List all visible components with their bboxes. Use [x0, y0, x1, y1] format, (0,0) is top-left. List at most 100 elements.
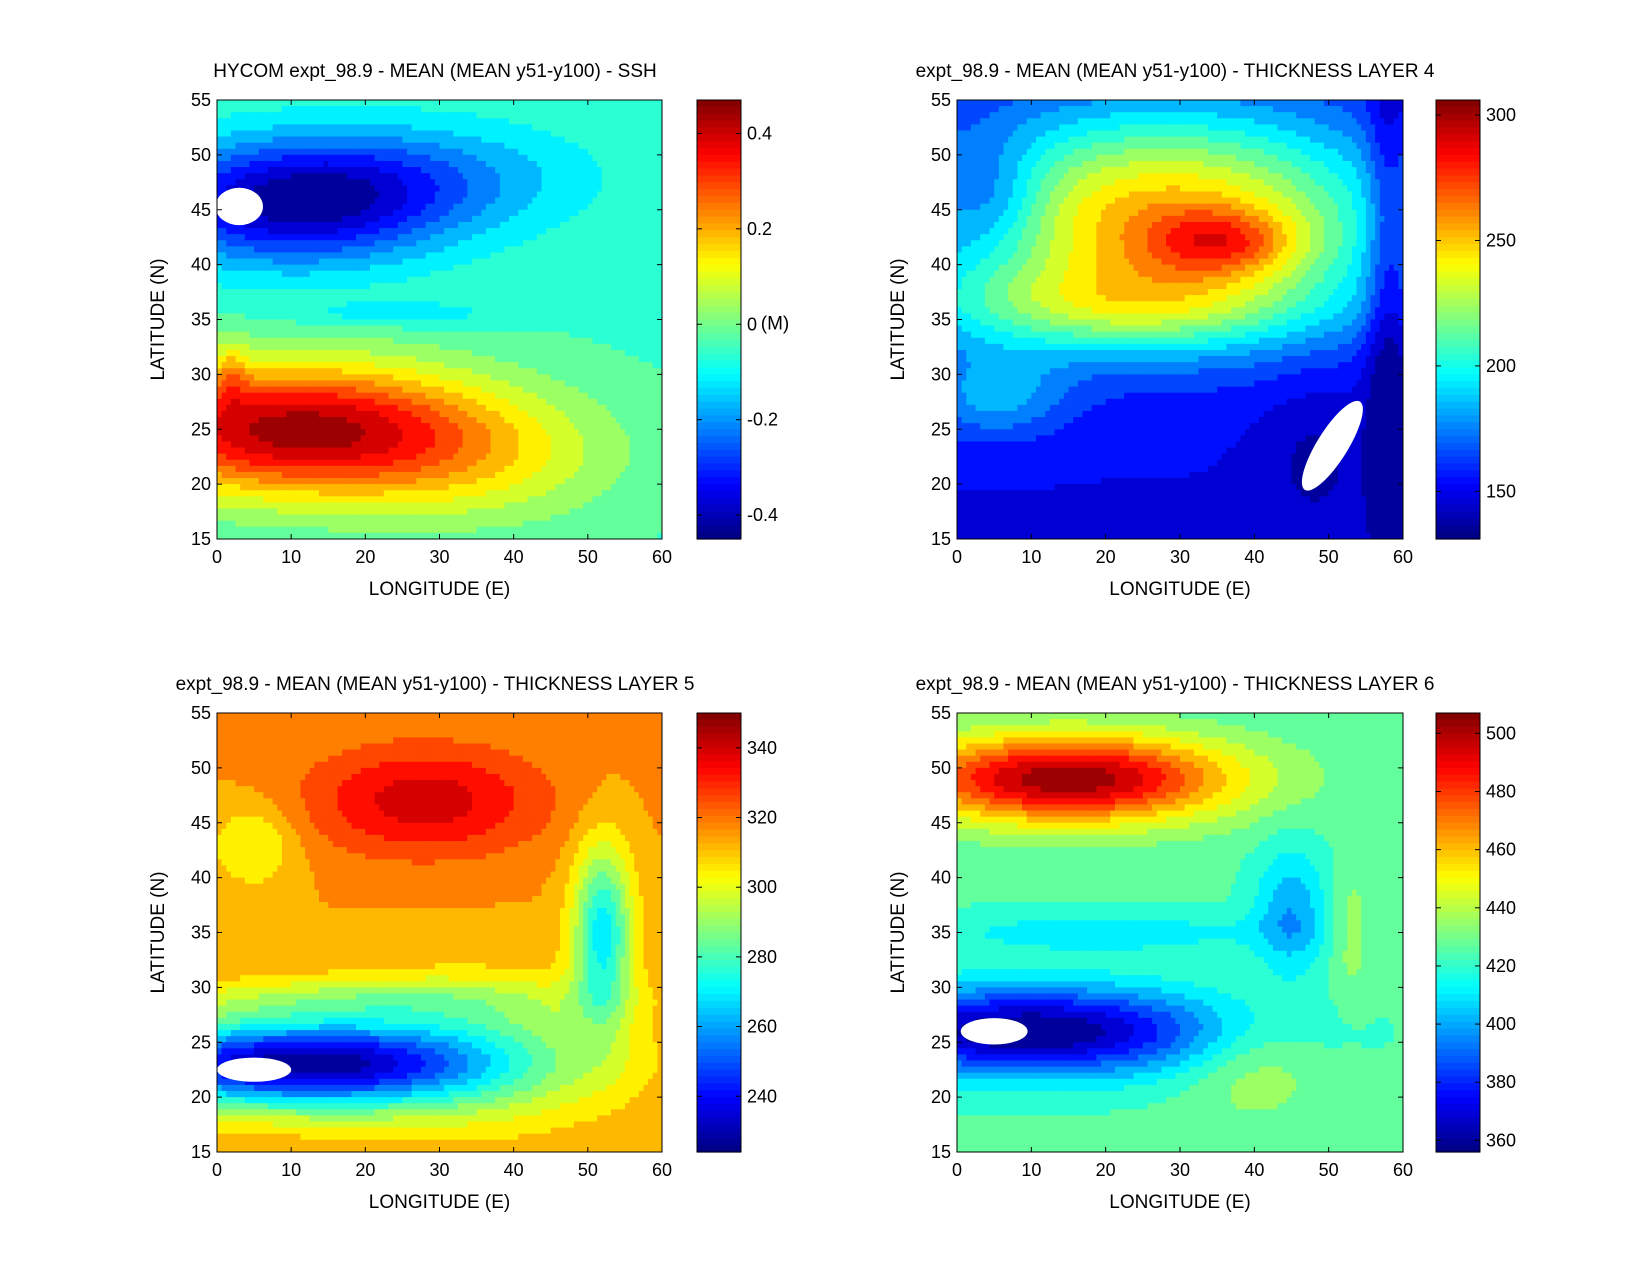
colorbar-tick-label: 200	[1486, 356, 1516, 376]
x-tick-label: 60	[1393, 547, 1413, 567]
colorbar-tick-label: 320	[747, 808, 777, 828]
y-axis-label: LATITUDE (N)	[888, 871, 909, 993]
x-tick-label: 10	[1021, 547, 1041, 567]
x-tick-label: 20	[1096, 547, 1116, 567]
colorbar-tick-label: 420	[1486, 956, 1516, 976]
masked-region-layer6-0	[960, 1018, 1028, 1045]
y-tick-label: 15	[931, 529, 951, 549]
colorbar-layer4: 150 200 250 300	[1435, 99, 1516, 540]
y-tick-label: 30	[191, 977, 211, 997]
y-axis-label: LATITUDE (N)	[148, 871, 169, 993]
x-tick-label: 0	[212, 1160, 222, 1180]
y-tick-label: 55	[191, 90, 211, 110]
y-axis-label: LATITUDE (N)	[888, 258, 909, 380]
field-layer4	[957, 100, 1403, 539]
colorbar-tick-label: 440	[1486, 898, 1516, 918]
y-tick-label: 20	[931, 1087, 951, 1107]
x-tick-label: 50	[578, 547, 598, 567]
colorbar-ssh: -0.4 -0.2 0 0.2 0.4 (M)	[696, 99, 789, 540]
x-tick-label: 40	[1244, 1160, 1264, 1180]
colorbar-tick-label: 300	[747, 877, 777, 897]
y-tick-label: 50	[191, 758, 211, 778]
x-tick-label: 0	[212, 547, 222, 567]
masked-region-layer4-0	[1301, 400, 1363, 491]
x-tick-label: 40	[1244, 547, 1264, 567]
y-tick-label: 55	[931, 90, 951, 110]
chart-title: expt_98.9 - MEAN (MEAN y51-y100) - THICK…	[916, 674, 1435, 695]
panel-layer4: 0 10 20 30 40 50 60 15 20 25 30 35 40 45 50 55 expt_98.9…	[888, 61, 1516, 600]
y-tick-label: 30	[931, 364, 951, 384]
y-tick-label: 20	[191, 1087, 211, 1107]
field-layer6	[957, 713, 1403, 1152]
y-tick-label: 15	[931, 1142, 951, 1162]
y-tick-label: 55	[931, 703, 951, 723]
colorbar-tick-label: 250	[1486, 230, 1516, 250]
colorbar-tick-label: 360	[1486, 1130, 1516, 1150]
chart-title: expt_98.9 - MEAN (MEAN y51-y100) - THICK…	[916, 61, 1435, 82]
y-tick-label: 35	[931, 310, 951, 330]
colorbar-tick-label: 460	[1486, 840, 1516, 860]
y-tick-label: 25	[931, 419, 951, 439]
colorbar-tick-label: 0.2	[747, 219, 772, 239]
x-tick-label: 60	[1393, 1160, 1413, 1180]
x-tick-label: 50	[1319, 1160, 1339, 1180]
x-tick-label: 0	[952, 547, 962, 567]
x-tick-label: 20	[355, 1160, 375, 1180]
colorbar-tick-label: 260	[747, 1017, 777, 1037]
x-axis-label: LONGITUDE (E)	[1109, 1192, 1250, 1213]
y-tick-label: 30	[931, 977, 951, 997]
colorbar-tick-label: 500	[1486, 723, 1516, 743]
panel-layer6: 0 10 20 30 40 50 60 15 20 25 30 35 40 45 50 55 expt_98.9…	[888, 674, 1516, 1213]
colorbar-tick-label: 0	[747, 314, 757, 334]
y-tick-label: 20	[931, 474, 951, 494]
colorbar-tick-label: 150	[1486, 481, 1516, 501]
x-tick-label: 60	[652, 1160, 672, 1180]
colorbar-tick-label: 280	[747, 947, 777, 967]
y-tick-label: 15	[191, 529, 211, 549]
colorbar-tick-label: 340	[747, 738, 777, 758]
y-tick-label: 40	[191, 868, 211, 888]
y-tick-label: 30	[191, 364, 211, 384]
masked-region-ssh-0	[215, 187, 263, 226]
y-tick-label: 40	[931, 255, 951, 275]
y-tick-label: 25	[191, 419, 211, 439]
y-tick-label: 40	[191, 255, 211, 275]
y-tick-label: 25	[191, 1032, 211, 1052]
chart-title: expt_98.9 - MEAN (MEAN y51-y100) - THICK…	[176, 674, 695, 695]
colorbar-tick-label: 0.4	[747, 123, 772, 143]
y-tick-label: 20	[191, 474, 211, 494]
y-axis-label: LATITUDE (N)	[148, 258, 169, 380]
x-tick-label: 10	[281, 547, 301, 567]
y-tick-label: 45	[931, 200, 951, 220]
x-tick-label: 40	[504, 1160, 524, 1180]
x-axis-label: LONGITUDE (E)	[1109, 579, 1250, 600]
x-tick-label: 20	[355, 547, 375, 567]
x-tick-label: 0	[952, 1160, 962, 1180]
x-tick-label: 10	[1021, 1160, 1041, 1180]
x-tick-label: 50	[1319, 547, 1339, 567]
y-tick-label: 50	[931, 758, 951, 778]
y-tick-label: 25	[931, 1032, 951, 1052]
y-tick-label: 40	[931, 868, 951, 888]
field-layer5	[217, 713, 662, 1152]
y-tick-label: 45	[191, 813, 211, 833]
x-tick-label: 20	[1096, 1160, 1116, 1180]
colorbar-layer5: 240 260 280 300 320 340	[696, 712, 777, 1153]
panel-layer5: 0 10 20 30 40 50 60 15 20 25 30 35 40 45 50 55 expt_98.9…	[148, 674, 777, 1213]
chart-title: HYCOM expt_98.9 - MEAN (MEAN y51-y100) -…	[213, 61, 656, 82]
x-tick-label: 40	[504, 547, 524, 567]
colorbar-layer6: 360 380 400 420 440 460 480 500	[1435, 712, 1516, 1153]
y-tick-label: 35	[191, 923, 211, 943]
y-tick-label: 50	[931, 145, 951, 165]
x-tick-label: 30	[429, 547, 449, 567]
y-tick-label: 45	[931, 813, 951, 833]
colorbar-tick-label: 300	[1486, 105, 1516, 125]
x-tick-label: 60	[652, 547, 672, 567]
x-tick-label: 10	[281, 1160, 301, 1180]
colorbar-tick-label: 380	[1486, 1072, 1516, 1092]
colorbar-tick-label: 240	[747, 1086, 777, 1106]
y-tick-label: 50	[191, 145, 211, 165]
y-tick-label: 45	[191, 200, 211, 220]
y-tick-label: 35	[191, 310, 211, 330]
